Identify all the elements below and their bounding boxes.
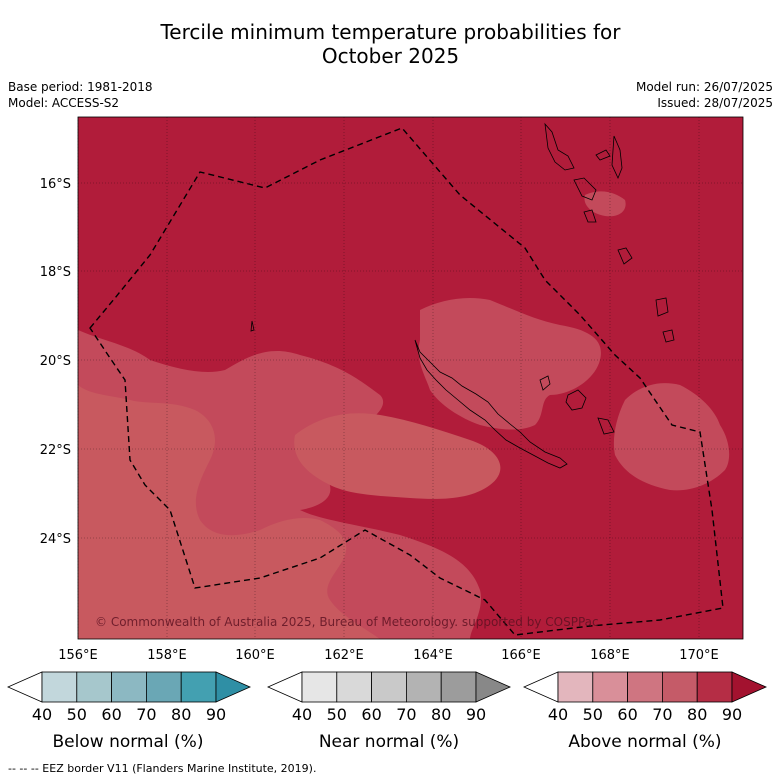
legend-below-tick-60: 60 (101, 705, 121, 724)
vanuatu-island-8 (662, 329, 675, 343)
legend-above-band-2 (627, 671, 663, 703)
legend-above-normal: Above normal (%) 40 50 60 70 80 90 (523, 671, 767, 752)
lat-label-22s: 22°S (40, 443, 71, 458)
vanuatu-island-3 (573, 177, 597, 201)
legend-above-tick-40: 40 (548, 705, 568, 724)
vanuatu-island-4 (611, 135, 623, 180)
model-name: Model: ACCESS-S2 (8, 96, 120, 110)
legend-near-normal: Near normal (%) 40 50 60 70 80 90 (267, 671, 511, 752)
legend-above-tick-90: 90 (722, 705, 742, 724)
meta-right: Model run: 26/07/2025 Issued: 28/07/2025 (636, 79, 773, 111)
lon-label-168e: 168°E (590, 648, 630, 663)
legend-near-tick-80: 80 (431, 705, 451, 724)
legend-near-title: Near normal (%) (319, 732, 459, 752)
legend-below-tick-80: 80 (171, 705, 191, 724)
lat-label-20s: 20°S (40, 354, 71, 369)
lon-label-170e: 170°E (679, 648, 719, 663)
legend-below-band-2 (111, 671, 147, 703)
meta-left: Base period: 1981-2018 Model: ACCESS-S2 (8, 79, 153, 111)
lon-label-156e: 156°E (58, 648, 98, 663)
footer-note: -- -- -- EEZ border V11 (Flanders Marine… (8, 762, 317, 775)
loyalty-island-3 (597, 417, 615, 435)
lon-label-166e: 166°E (501, 648, 541, 663)
legend-below-tick-40: 40 (32, 705, 52, 724)
legend-near-low-cap (267, 671, 303, 703)
region-above-70-80-east (418, 298, 601, 430)
title-line-1: Tercile minimum temperature probabilitie… (160, 20, 621, 44)
legend-above-band-1 (592, 671, 628, 703)
region-above-60-70-southwest (78, 385, 380, 639)
latitude-labels: 16°S 18°S 20°S 22°S 24°S (40, 177, 71, 547)
lon-label-162e: 162°E (324, 648, 364, 663)
legend-above-tick-50: 50 (583, 705, 603, 724)
probability-shading (78, 191, 730, 639)
lon-label-158e: 158°E (147, 648, 187, 663)
issued-date: Issued: 28/07/2025 (657, 96, 773, 110)
map-frame (77, 116, 744, 640)
legend-near-band-2 (371, 671, 407, 703)
legend-below-band-4 (180, 671, 217, 703)
vanuatu-island-2 (595, 149, 611, 161)
legend-near-high-cap (475, 671, 511, 703)
legend-near-band-4 (440, 671, 477, 703)
legend-below-tick-70: 70 (136, 705, 156, 724)
legend-above-tick-70: 70 (652, 705, 672, 724)
legend-above-tick-60: 60 (617, 705, 637, 724)
legend-above-tick-80: 80 (687, 705, 707, 724)
lon-label-160e: 160°E (235, 648, 275, 663)
legend-above-title: Above normal (%) (568, 732, 721, 752)
lat-label-16s: 16°S (40, 177, 71, 192)
legend-above-low-cap (523, 671, 559, 703)
lon-label-164e: 164°E (413, 648, 453, 663)
legend-below-low-cap (7, 671, 43, 703)
legend-below-title: Below normal (%) (53, 732, 204, 752)
legend-below-band-0 (41, 671, 78, 703)
legend-near-band-1 (336, 671, 372, 703)
vanuatu-island-5 (583, 209, 597, 223)
legend-above-band-4 (696, 671, 733, 703)
coastlines (250, 122, 675, 469)
solomons-islet (250, 320, 255, 332)
legend-near-band-3 (405, 671, 442, 703)
legend-below-band-1 (76, 671, 113, 703)
legend-near-tick-90: 90 (466, 705, 486, 724)
legend-below-tick-90: 90 (206, 705, 226, 724)
legend-near-tick-50: 50 (327, 705, 347, 724)
legend-above-band-0 (557, 671, 594, 703)
base-period: Base period: 1981-2018 (8, 80, 153, 94)
legend-near-tick-40: 40 (292, 705, 312, 724)
lat-label-18s: 18°S (40, 265, 71, 280)
copyright-notice: © Commonwealth of Australia 2025, Bureau… (95, 615, 599, 629)
region-above-70-80-southeast (613, 383, 730, 491)
vanuatu-island-6 (617, 247, 633, 265)
region-above-70-80-northeast (584, 191, 626, 217)
longitude-labels: 156°E 158°E 160°E 162°E 164°E 166°E 168°… (58, 648, 719, 663)
loyalty-island-1 (539, 375, 551, 391)
legend-below-band-3 (145, 671, 182, 703)
chart-title: Tercile minimum temperature probabilitie… (0, 20, 781, 68)
vanuatu-island-7 (655, 297, 669, 317)
loyalty-island-2 (565, 389, 587, 411)
new-caledonia-island (414, 339, 568, 469)
legend-near-tick-70: 70 (396, 705, 416, 724)
lat-label-24s: 24°S (40, 532, 71, 547)
legend-near-band-0 (301, 671, 338, 703)
model-run: Model run: 26/07/2025 (635, 80, 773, 94)
legend-below-high-cap (215, 671, 251, 703)
vanuatu-island-1 (544, 122, 575, 171)
eez-border (89, 127, 724, 636)
legend-near-tick-60: 60 (361, 705, 381, 724)
legend-below-tick-50: 50 (67, 705, 87, 724)
legend-above-band-3 (662, 671, 698, 703)
title-line-2: October 2025 (321, 44, 460, 68)
legend-below-normal: Below normal (%) 40 50 60 70 80 90 (7, 671, 251, 752)
legend-above-high-cap (731, 671, 767, 703)
region-above-60-70-central (294, 413, 501, 499)
